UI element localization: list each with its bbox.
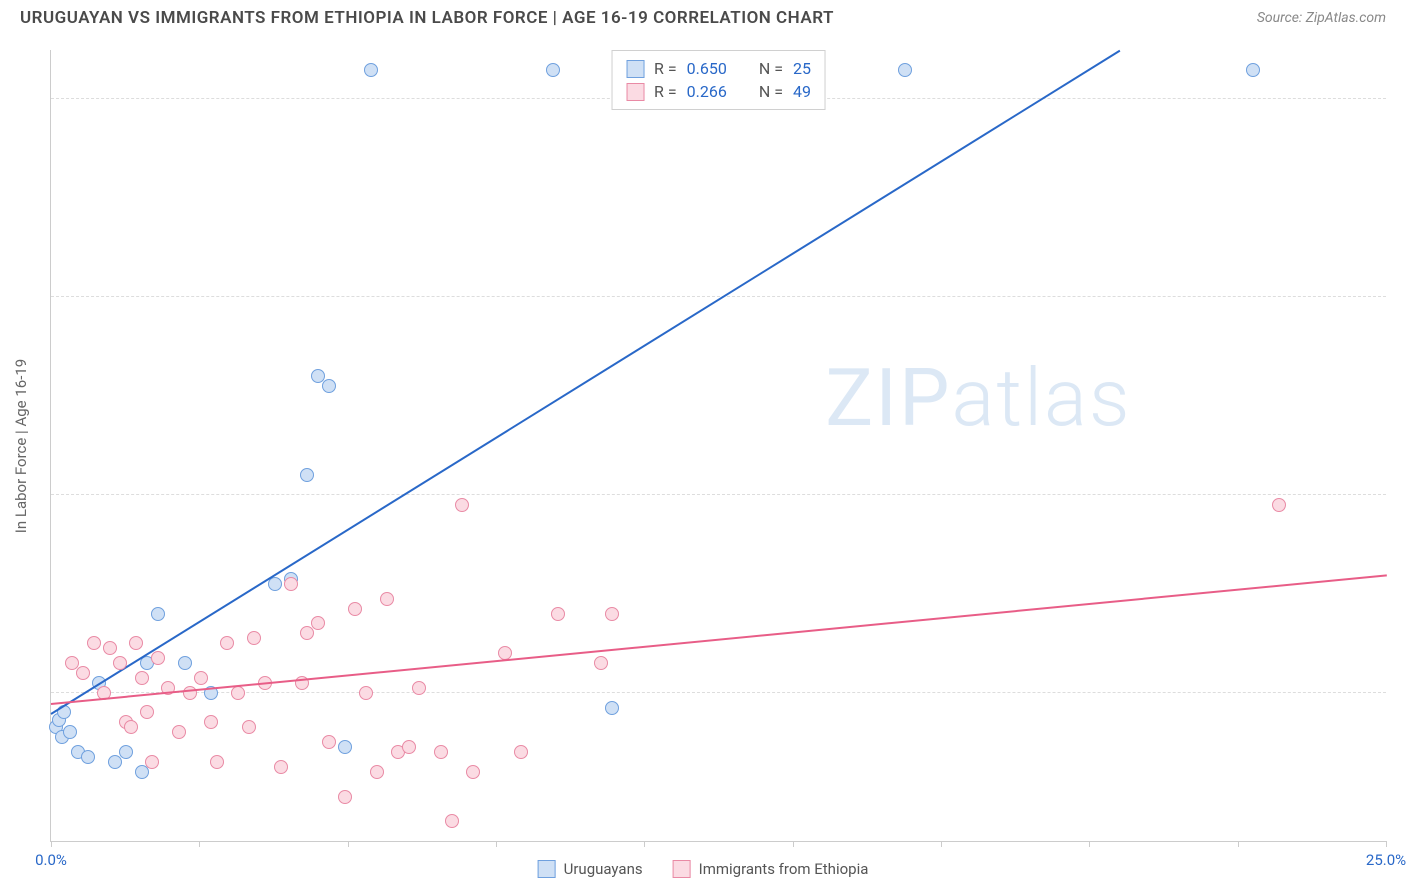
data-point [370, 765, 384, 779]
x-tick [1238, 841, 1239, 847]
data-point [247, 631, 261, 645]
data-point [178, 656, 192, 670]
data-point [124, 720, 138, 734]
watermark: ZIPatlas [825, 351, 1131, 445]
data-point [322, 735, 336, 749]
gridline [51, 692, 1386, 693]
data-point [204, 715, 218, 729]
data-point [81, 750, 95, 764]
data-point [172, 725, 186, 739]
stats-r-label: R = [654, 59, 677, 78]
legend-label: Uruguayans [564, 860, 643, 878]
data-point [359, 686, 373, 700]
data-point [140, 705, 154, 719]
data-point [300, 468, 314, 482]
series-swatch [626, 83, 644, 101]
data-point [63, 725, 77, 739]
data-point [898, 63, 912, 77]
data-point [242, 720, 256, 734]
data-point [311, 616, 325, 630]
data-point [135, 671, 149, 685]
data-point [87, 636, 101, 650]
y-tick-label: 40.0% [1396, 666, 1406, 684]
legend-label: Immigrants from Ethiopia [699, 860, 869, 878]
x-tick [1386, 841, 1387, 847]
data-point [103, 641, 117, 655]
stats-r-label: R = [654, 82, 677, 101]
data-point [445, 814, 459, 828]
data-point [119, 745, 133, 759]
stats-n-value: 49 [793, 82, 811, 101]
data-point [231, 686, 245, 700]
chart-title: URUGUAYAN VS IMMIGRANTS FROM ETHIOPIA IN… [20, 8, 834, 28]
data-point [546, 63, 560, 77]
series-swatch [626, 60, 644, 78]
data-point [151, 651, 165, 665]
data-point [284, 577, 298, 591]
data-point [1272, 498, 1286, 512]
data-point [1246, 63, 1260, 77]
data-point [145, 755, 159, 769]
x-tick [51, 841, 52, 847]
x-tick [941, 841, 942, 847]
x-tick [793, 841, 794, 847]
chart-plot-area: In Labor Force | Age 16-19 ZIPatlas40.0%… [50, 50, 1386, 842]
chart-legend: Uruguayans Immigrants from Ethiopia [538, 860, 869, 878]
data-point [76, 666, 90, 680]
chart-source: Source: ZipAtlas.com [1257, 10, 1386, 26]
stats-row: R = 0.266 N = 49 [626, 80, 811, 103]
stats-n-label: N = [759, 82, 783, 101]
y-tick-label: 100.0% [1396, 72, 1406, 90]
data-point [348, 602, 362, 616]
data-point [514, 745, 528, 759]
data-point [151, 607, 165, 621]
data-point [412, 681, 426, 695]
data-point [338, 790, 352, 804]
data-point [129, 636, 143, 650]
gridline [51, 494, 1386, 495]
x-tick-label: 0.0% [35, 851, 67, 869]
x-tick [199, 841, 200, 847]
x-tick [348, 841, 349, 847]
stats-r-value: 0.650 [687, 59, 727, 78]
stats-r-value: 0.266 [687, 82, 727, 101]
data-point [220, 636, 234, 650]
data-point [605, 607, 619, 621]
stats-row: R = 0.650 N = 25 [626, 57, 811, 80]
chart-header: URUGUAYAN VS IMMIGRANTS FROM ETHIOPIA IN… [0, 0, 1406, 32]
legend-swatch [673, 860, 691, 878]
data-point [466, 765, 480, 779]
data-point [210, 755, 224, 769]
data-point [113, 656, 127, 670]
data-point [364, 63, 378, 77]
y-axis-label: In Labor Force | Age 16-19 [12, 358, 30, 532]
legend-item: Uruguayans [538, 860, 643, 878]
data-point [594, 656, 608, 670]
x-tick [496, 841, 497, 847]
data-point [605, 701, 619, 715]
stats-box: R = 0.650 N = 25 R = 0.266 N = 49 [611, 50, 826, 110]
x-tick [644, 841, 645, 847]
data-point [183, 686, 197, 700]
data-point [434, 745, 448, 759]
y-tick-label: 60.0% [1396, 468, 1406, 486]
data-point [322, 379, 336, 393]
data-point [274, 760, 288, 774]
data-point [455, 498, 469, 512]
data-point [194, 671, 208, 685]
data-point [402, 740, 416, 754]
stats-n-value: 25 [793, 59, 811, 78]
stats-n-label: N = [759, 59, 783, 78]
legend-item: Immigrants from Ethiopia [673, 860, 869, 878]
x-tick [1089, 841, 1090, 847]
y-tick-label: 80.0% [1396, 270, 1406, 288]
legend-swatch [538, 860, 556, 878]
data-point [551, 607, 565, 621]
x-tick-label: 25.0% [1366, 851, 1406, 869]
data-point [380, 592, 394, 606]
data-point [338, 740, 352, 754]
